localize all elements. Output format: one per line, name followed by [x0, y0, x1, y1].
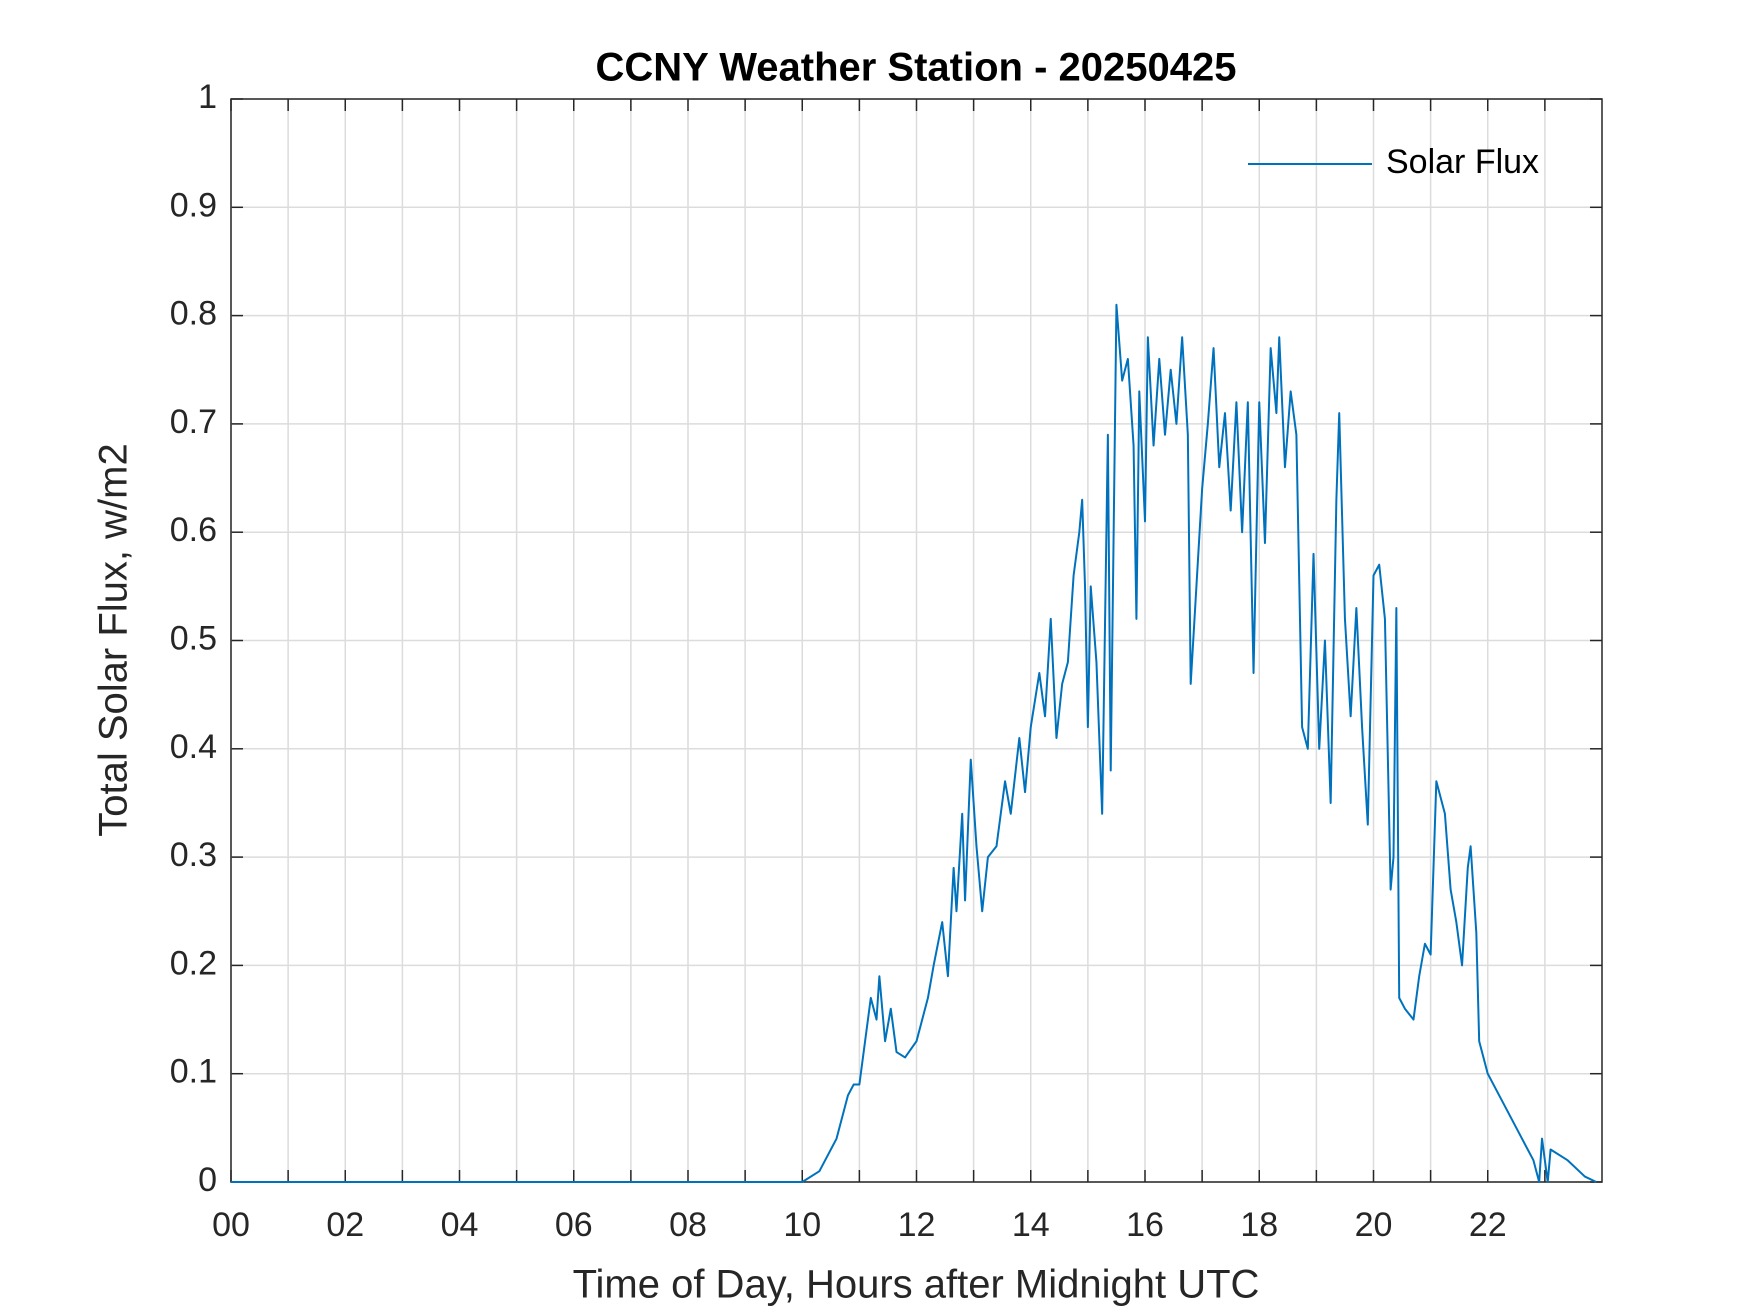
x-tick-label: 10	[783, 1206, 821, 1244]
y-axis-label: Total Solar Flux, w/m2	[92, 443, 136, 836]
plot-frame	[230, 98, 1603, 1183]
x-tick-label: 04	[441, 1206, 479, 1244]
y-tick-label: 0.4	[170, 728, 217, 766]
y-tick-label: 0.1	[170, 1053, 217, 1091]
x-axis-label: Time of Day, Hours after Midnight UTC	[573, 1263, 1260, 1307]
x-tick-label: 02	[326, 1206, 364, 1244]
x-tick-label: 12	[898, 1206, 936, 1244]
y-tick-label: 0.2	[170, 944, 217, 982]
y-tick-label: 0.9	[170, 186, 217, 224]
data-line	[231, 303, 1597, 1183]
y-tick-label: 1	[198, 78, 217, 116]
y-tick-label: 0.8	[170, 295, 217, 333]
x-tick-label: 20	[1355, 1206, 1393, 1244]
x-tick-label: 18	[1240, 1206, 1278, 1244]
x-tick-label: 14	[1012, 1206, 1050, 1244]
x-tick-label: 00	[212, 1206, 250, 1244]
y-tick-label: 0	[198, 1161, 217, 1199]
x-tick-label: 22	[1469, 1206, 1507, 1244]
x-tick-label: 16	[1126, 1206, 1164, 1244]
chart-title: CCNY Weather Station - 20250425	[596, 46, 1237, 90]
y-tick-label: 0.7	[170, 403, 217, 441]
x-tick-label: 06	[555, 1206, 593, 1244]
y-tick-label: 0.6	[170, 511, 217, 549]
y-tick-label: 0.3	[170, 836, 217, 874]
y-tick-label: 0.5	[170, 619, 217, 657]
legend-label: Solar Flux	[1386, 143, 1539, 181]
x-tick-label: 08	[669, 1206, 707, 1244]
